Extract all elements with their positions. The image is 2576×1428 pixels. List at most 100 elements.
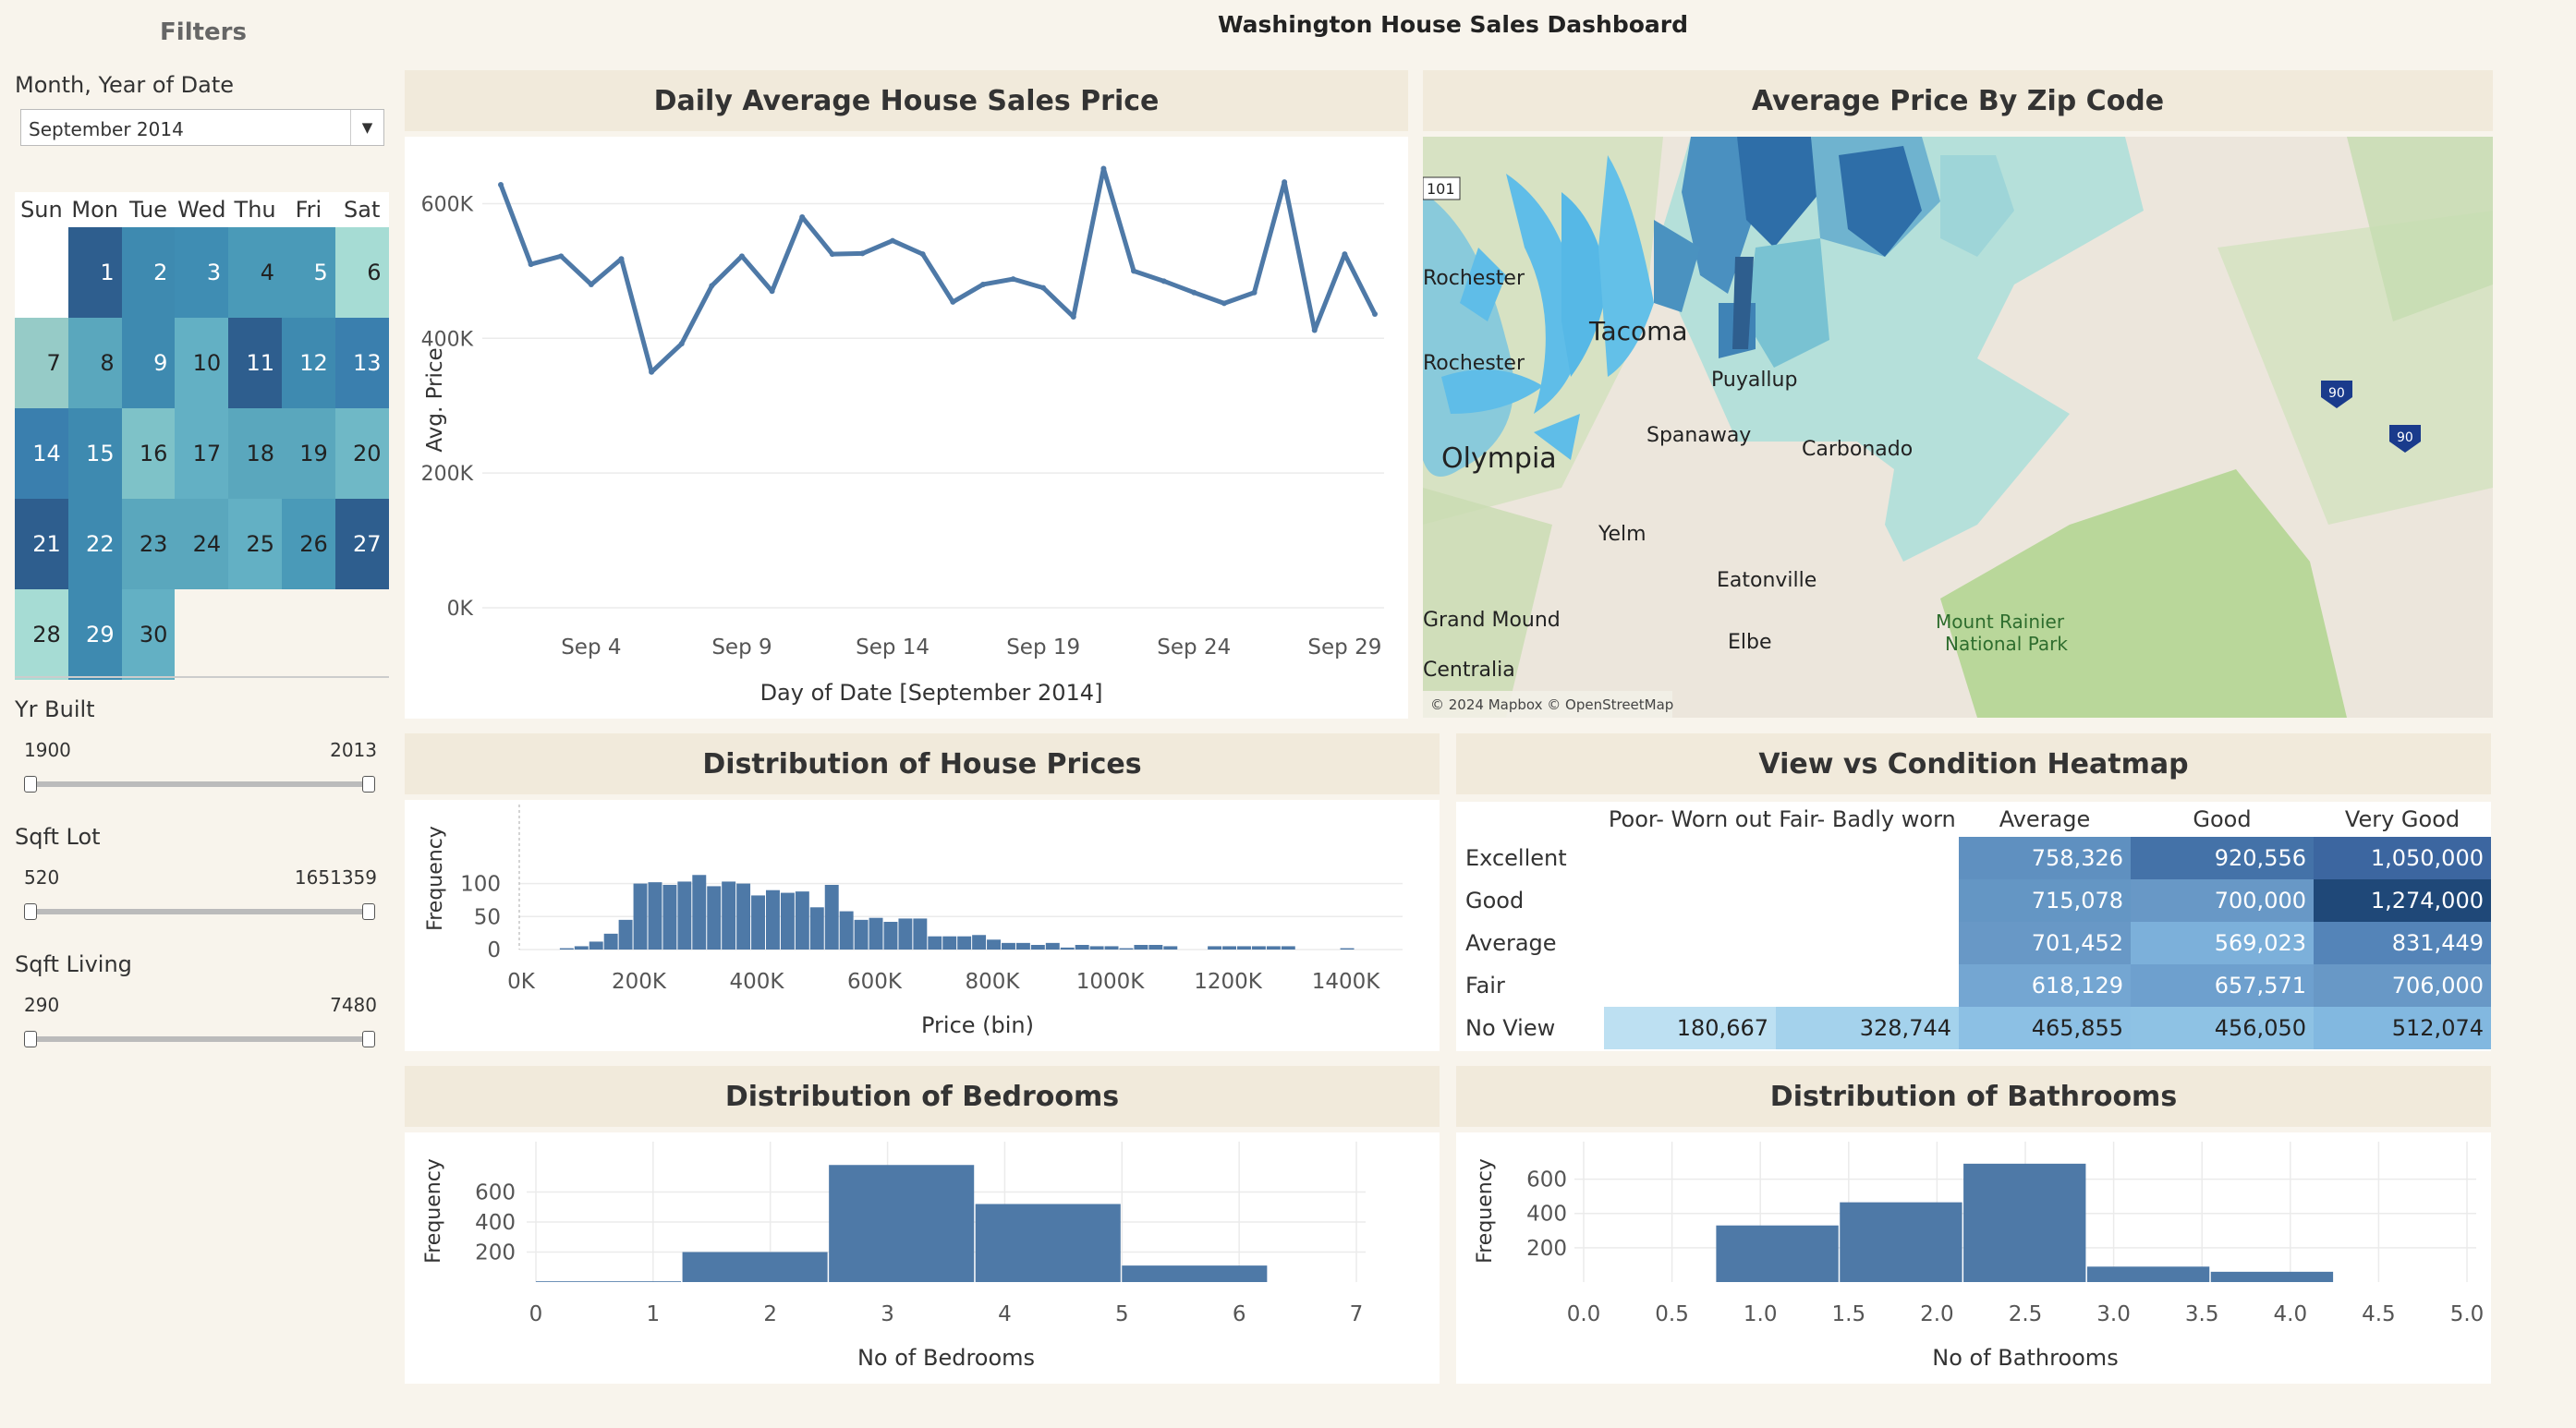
calendar-day[interactable]: 18 <box>228 408 282 499</box>
calendar-day[interactable]: 17 <box>175 408 229 499</box>
calendar-day[interactable]: 4 <box>228 227 282 318</box>
heatmap-cell[interactable]: 831,449 <box>2314 922 2491 964</box>
calendar-day[interactable]: 20 <box>334 408 389 499</box>
price-bar <box>898 918 913 950</box>
calendar-day[interactable]: 24 <box>175 499 229 589</box>
heatmap-cell[interactable] <box>1604 879 1776 922</box>
map-label-puyallup: Puyallup <box>1711 369 1797 392</box>
heatmap-cell[interactable] <box>1604 837 1776 879</box>
chevron-down-icon[interactable]: ▼ <box>350 110 383 145</box>
sqft-living-max-handle[interactable] <box>362 1031 375 1047</box>
price-point <box>709 283 715 289</box>
zip-code-map[interactable]: Tacoma Puyallup Spanaway Olympia Carbona… <box>1423 137 2493 718</box>
price-bar <box>883 922 898 950</box>
calendar-day[interactable]: 15 <box>67 408 122 499</box>
view-condition-heatmap[interactable]: Poor- Worn out Fair- Badly worn Average Goo… <box>1456 802 2491 1051</box>
x-tick-label: 2.0 <box>1920 1302 1954 1326</box>
bedrooms-histogram[interactable]: 200 400 600 0 1 2 3 4 5 6 7 No of Bedrooms Frequency <box>405 1132 1440 1384</box>
x-tick-label: 200K <box>612 970 667 994</box>
calendar-day[interactable]: 16 <box>121 408 176 499</box>
bathrooms-histogram[interactable]: 200 400 600 0.0 0.5 1.0 1.5 2.0 2.5 3.0 3.5 4.0 4.5 5… <box>1456 1132 2491 1384</box>
calendar-day[interactable]: 28 <box>15 589 68 680</box>
heatmap-cell[interactable]: 328,744 <box>1776 1007 1959 1049</box>
calendar-day[interactable]: 10 <box>175 318 229 408</box>
price-bar <box>1251 946 1266 950</box>
price-bar <box>618 919 633 950</box>
heatmap-cell[interactable]: 715,078 <box>1959 879 2131 922</box>
heatmap-cell[interactable]: 706,000 <box>2314 964 2491 1007</box>
weekday-label: Fri <box>281 192 335 227</box>
calendar-day[interactable]: 25 <box>228 499 282 589</box>
calendar-day[interactable]: 11 <box>228 318 282 408</box>
price-bar <box>707 886 722 950</box>
sqft-living-min-handle[interactable] <box>24 1031 37 1047</box>
heatmap-cell[interactable]: 758,326 <box>1959 837 2131 879</box>
heatmap-cell[interactable]: 569,023 <box>2131 922 2314 964</box>
price-bar <box>795 891 809 950</box>
heatmap-cell[interactable]: 618,129 <box>1959 964 2131 1007</box>
sqft-living-slider[interactable] <box>28 1036 371 1042</box>
calendar-day[interactable]: 1 <box>67 227 122 318</box>
calendar-day[interactable]: 6 <box>334 227 389 318</box>
calendar-day[interactable]: 13 <box>334 318 389 408</box>
price-point <box>829 251 835 258</box>
calendar-day[interactable]: 21 <box>15 499 68 589</box>
calendar-day[interactable]: 30 <box>121 589 176 680</box>
heatmap-cell[interactable] <box>1776 964 1959 1007</box>
price-bar <box>809 907 824 950</box>
calendar-day[interactable]: 23 <box>121 499 176 589</box>
sqft-living-min: 290 <box>24 994 60 1016</box>
heatmap-cell[interactable]: 920,556 <box>2131 837 2314 879</box>
calendar-day[interactable]: 2 <box>121 227 176 318</box>
x-tick-label: 5.0 <box>2450 1302 2485 1326</box>
heatmap-cell[interactable] <box>1604 922 1776 964</box>
heatmap-column-header: Good <box>2193 806 2252 832</box>
heatmap-cell[interactable] <box>1776 837 1959 879</box>
heatmap-cell[interactable]: 512,074 <box>2314 1007 2491 1049</box>
heatmap-cell[interactable]: 1,050,000 <box>2314 837 2491 879</box>
month-year-dropdown[interactable]: September 2014 ▼ <box>20 109 384 146</box>
sqft-lot-slider[interactable] <box>28 909 371 914</box>
map-label-grand-mound: Grand Mound <box>1423 609 1561 632</box>
price-bar <box>751 895 765 950</box>
heatmap-cell[interactable]: 700,000 <box>2131 879 2314 922</box>
heatmap-cell[interactable] <box>1776 922 1959 964</box>
calendar-day[interactable]: 19 <box>281 408 335 499</box>
yr-built-max-handle[interactable] <box>362 776 375 793</box>
map-label-olympia: Olympia <box>1441 442 1557 475</box>
x-tick-label: Sep 19 <box>1006 635 1080 660</box>
calendar-day[interactable]: 27 <box>334 499 389 589</box>
heatmap-cell[interactable]: 701,452 <box>1959 922 2131 964</box>
heatmap-cell[interactable]: 657,571 <box>2131 964 2314 1007</box>
heatmap-cell[interactable]: 465,855 <box>1959 1007 2131 1049</box>
price-bar <box>589 941 603 950</box>
histogram-bar <box>1716 1225 1839 1282</box>
calendar-day[interactable]: 14 <box>15 408 68 499</box>
heatmap-cell[interactable]: 456,050 <box>2131 1007 2314 1049</box>
daily-price-chart[interactable]: 0K 200K 400K 600K Sep 4 Sep 9 Sep 14 Sep 19 Sep … <box>405 137 1408 719</box>
x-tick-label: Sep 14 <box>856 635 930 660</box>
calendar-day[interactable]: 8 <box>67 318 122 408</box>
calendar-day[interactable]: 9 <box>121 318 176 408</box>
calendar-day[interactable]: 3 <box>175 227 229 318</box>
heatmap-column-header: Very Good <box>2344 806 2461 832</box>
sqft-lot-max-handle[interactable] <box>362 903 375 920</box>
calendar-day[interactable]: 22 <box>67 499 122 589</box>
calendar-day[interactable]: 26 <box>281 499 335 589</box>
calendar-day[interactable]: 12 <box>281 318 335 408</box>
price-point <box>1191 289 1197 296</box>
heatmap-cell[interactable] <box>1604 964 1776 1007</box>
heatmap-cell[interactable]: 180,667 <box>1604 1007 1776 1049</box>
price-bar <box>1045 942 1060 950</box>
heatmap-row: No View 180,667 328,744 465,855 456,050 512,0… <box>1456 1007 2491 1049</box>
heatmap-cell[interactable] <box>1776 879 1959 922</box>
yr-built-min-handle[interactable] <box>24 776 37 793</box>
calendar-day[interactable]: 7 <box>15 318 68 408</box>
x-axis-title: No of Bedrooms <box>857 1345 1035 1371</box>
yr-built-slider[interactable] <box>28 781 371 787</box>
sqft-lot-min-handle[interactable] <box>24 903 37 920</box>
calendar-day[interactable]: 29 <box>67 589 122 680</box>
calendar-day[interactable]: 5 <box>281 227 335 318</box>
heatmap-cell[interactable]: 1,274,000 <box>2314 879 2491 922</box>
